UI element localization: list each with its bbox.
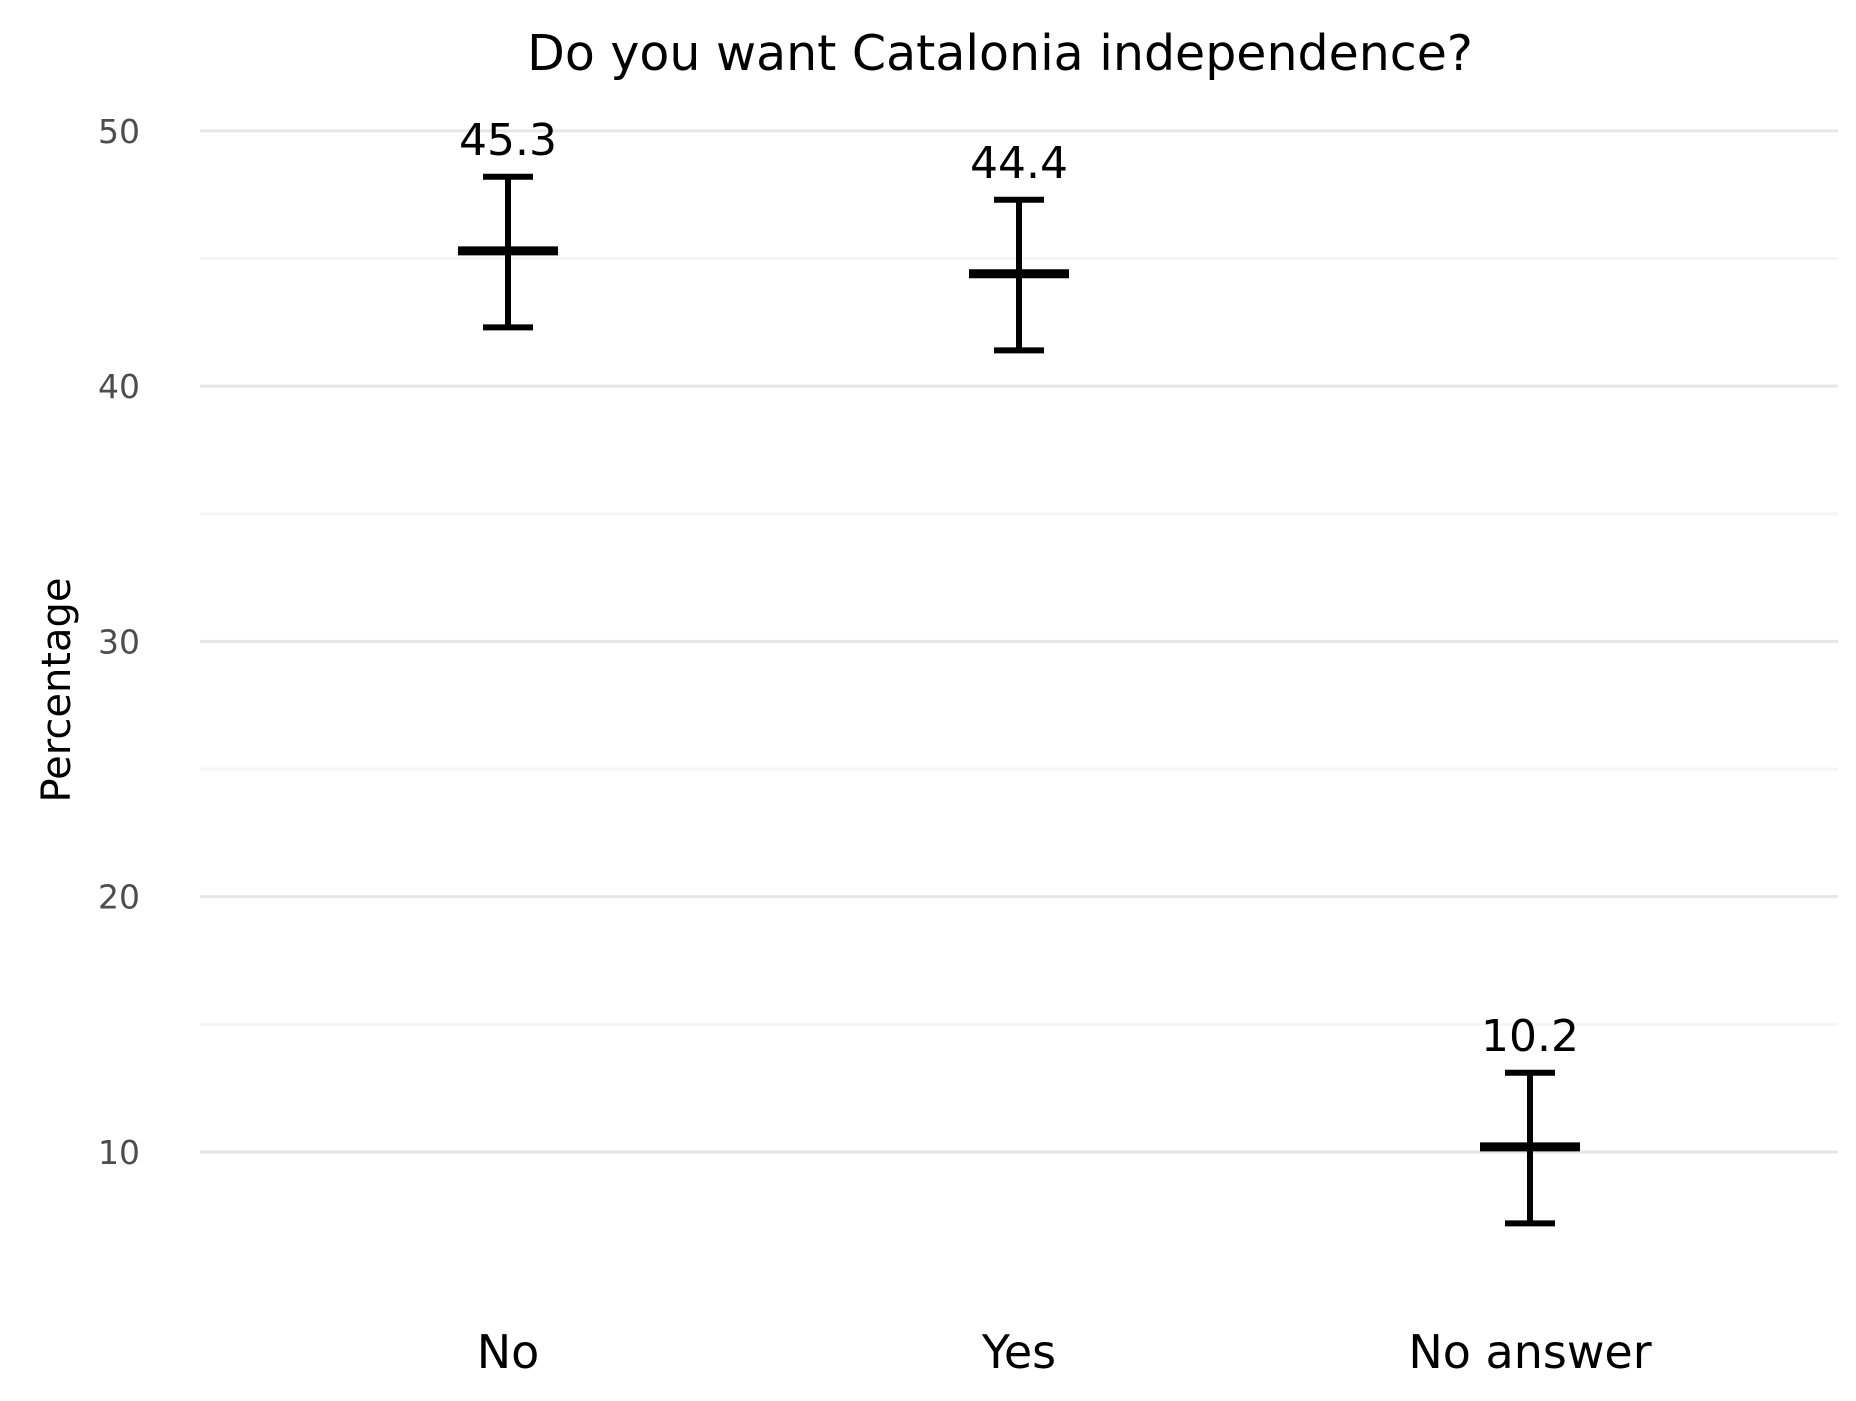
y-axis-label: Percentage	[34, 577, 80, 802]
error-bar-group: 45.3	[458, 115, 558, 331]
x-tick-label: No	[477, 1325, 540, 1379]
data-label: 10.2	[1481, 1011, 1579, 1062]
y-tick-label: 30	[98, 622, 140, 661]
error-bars: 45.3 44.4 10.2	[458, 115, 1580, 1227]
data-label: 44.4	[970, 138, 1068, 189]
x-axis-ticks: No Yes No answer	[477, 1325, 1652, 1379]
y-tick-label: 50	[98, 112, 140, 151]
y-tick-label: 40	[98, 367, 140, 406]
y-tick-label: 10	[98, 1133, 140, 1172]
chart-title: Do you want Catalonia independence?	[527, 25, 1473, 82]
error-bar-group: 10.2	[1480, 1011, 1580, 1227]
y-tick-label: 20	[98, 878, 140, 917]
y-axis-ticks: 10 20 30 40 50	[98, 112, 140, 1172]
error-bar-group: 44.4	[969, 138, 1069, 354]
x-tick-label: No answer	[1408, 1325, 1651, 1379]
x-tick-label: Yes	[981, 1325, 1056, 1379]
gridlines	[200, 129, 1838, 1154]
data-label: 45.3	[459, 115, 557, 166]
